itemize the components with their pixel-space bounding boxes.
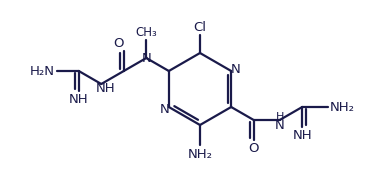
Text: Cl: Cl (194, 21, 207, 33)
Text: O: O (249, 142, 259, 154)
Text: N: N (275, 118, 285, 132)
Text: N: N (142, 52, 151, 64)
Text: CH₃: CH₃ (135, 25, 157, 38)
Text: O: O (114, 37, 124, 50)
Text: N: N (230, 62, 240, 76)
Text: H: H (276, 112, 284, 122)
Text: H₂N: H₂N (30, 64, 55, 78)
Text: NH₂: NH₂ (330, 100, 355, 113)
Text: NH₂: NH₂ (187, 147, 212, 161)
Text: NH: NH (292, 129, 312, 142)
Text: N: N (160, 103, 170, 115)
Text: NH: NH (69, 93, 89, 105)
Text: NH: NH (96, 81, 115, 95)
